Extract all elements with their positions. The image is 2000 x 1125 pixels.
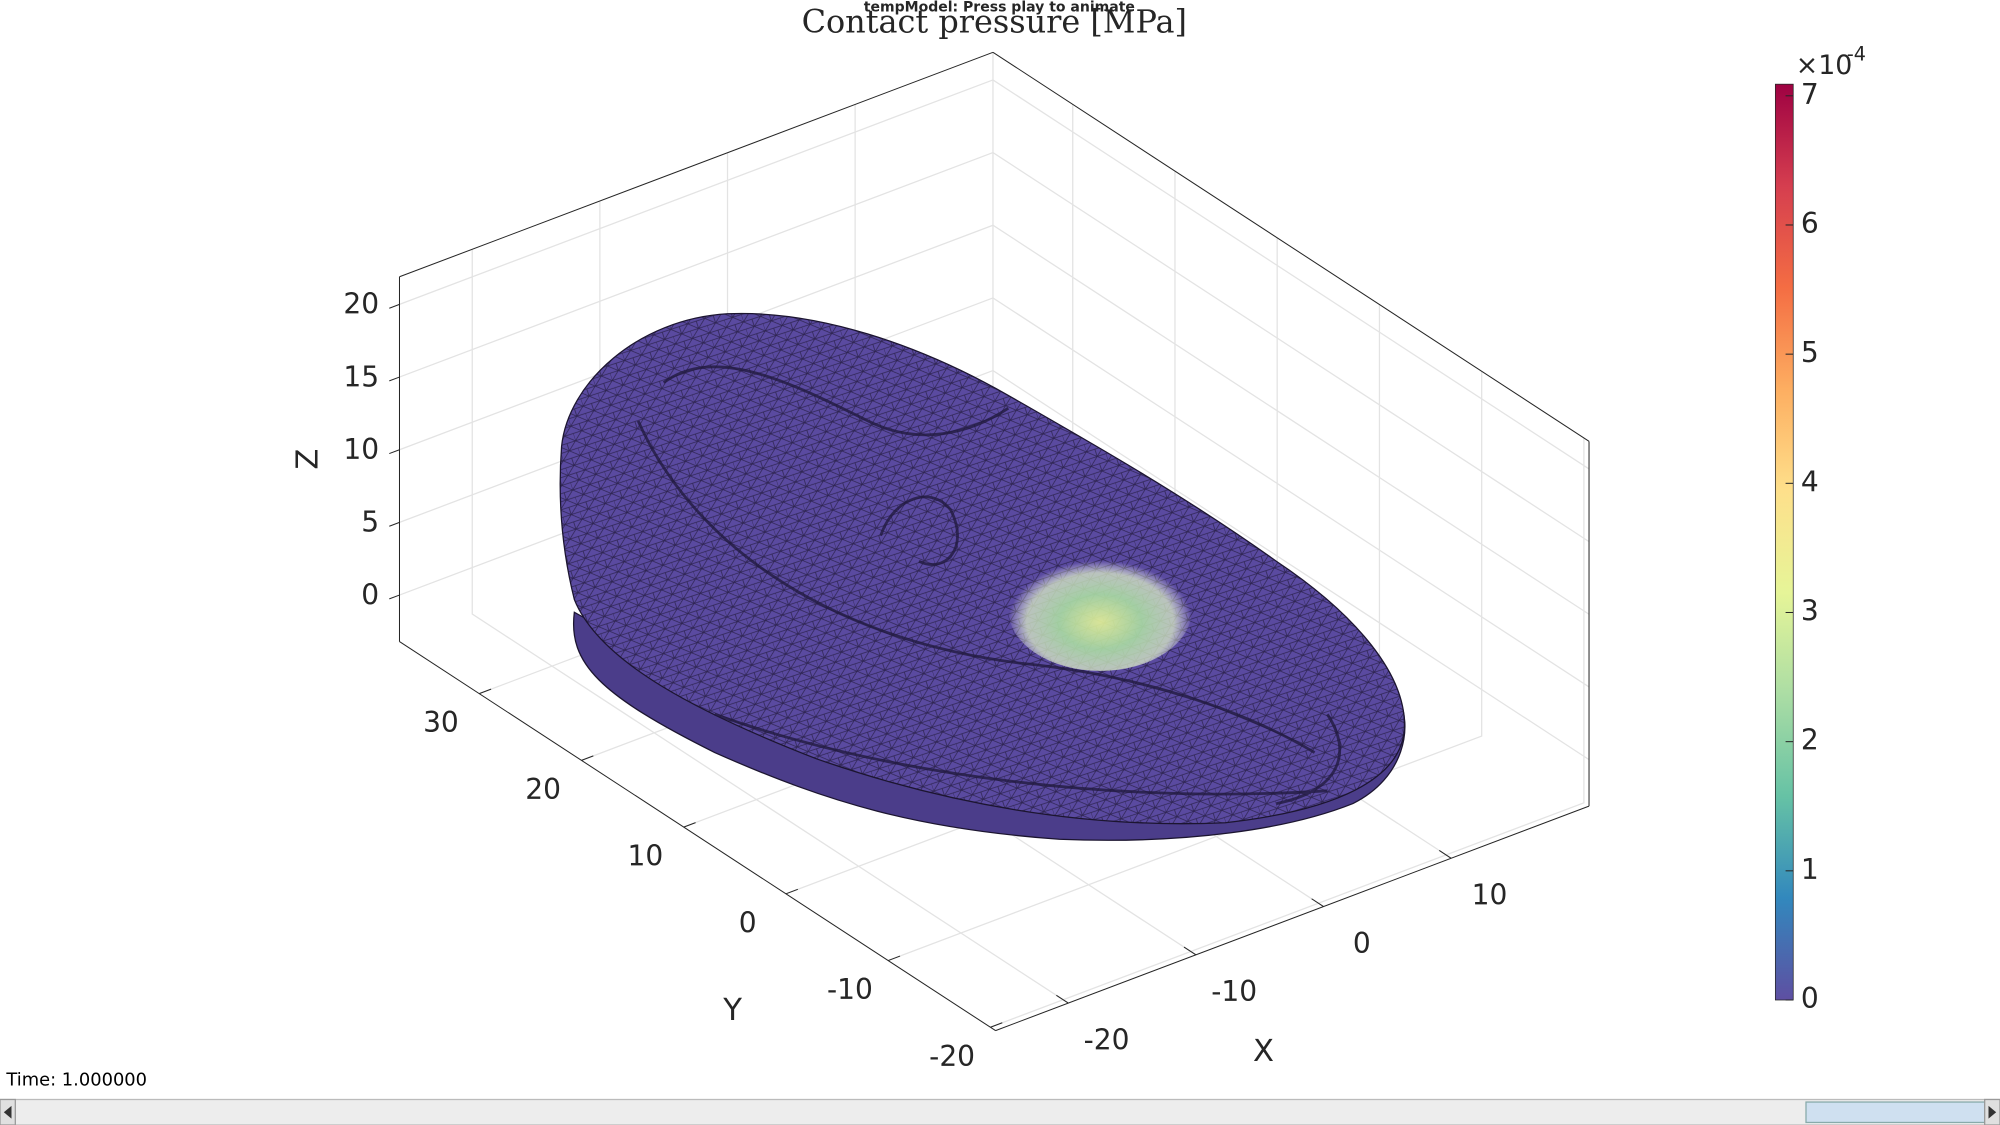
- scroll-track[interactable]: [0, 1098, 2000, 1125]
- x-tick-label: 0: [1353, 927, 1371, 960]
- x-axis-label: X: [1253, 1034, 1274, 1069]
- grid-line: [471, 249, 1069, 1004]
- arrow-right: [1988, 1105, 1997, 1119]
- grid-line: [990, 437, 1585, 1028]
- y-tick-label: 20: [525, 773, 561, 806]
- y-tick: [888, 955, 901, 962]
- z-tick: [389, 594, 400, 600]
- colorbar-exponent: -4: [1847, 42, 1866, 65]
- colorbar-tick-label: 3: [1801, 594, 1819, 627]
- x-tick: [1311, 898, 1324, 907]
- x-tick: [1056, 994, 1069, 1004]
- ear-surface: [559, 312, 1406, 841]
- z-axis-label: Z: [290, 449, 325, 470]
- y-tick: [581, 755, 594, 761]
- colorbar-tick-label: 0: [1801, 982, 1819, 1015]
- axis-box-edge: [399, 51, 994, 278]
- scroll-thumb[interactable]: [1805, 1101, 1986, 1124]
- y-tick: [683, 822, 696, 828]
- axis-box-edge: [995, 805, 1590, 1032]
- axes: -20 -10 0 10 -20 -10 0 10 20 30 0 5 10 15 20 X Y Z: [290, 51, 1590, 1073]
- axis-box-edge: [992, 51, 1590, 442]
- z-tick-label: 15: [343, 360, 379, 393]
- colorbar-tick-label: 6: [1801, 207, 1819, 240]
- colorbar: [1774, 83, 1794, 1001]
- z-tick: [389, 303, 400, 309]
- status-text: Time: 1.000000: [5, 1069, 147, 1090]
- z-tick-label: 0: [361, 578, 379, 611]
- colorbar-tick-label: 4: [1801, 465, 1819, 498]
- y-tick-label: -20: [929, 1040, 975, 1073]
- z-tick: [389, 449, 400, 455]
- x-tick: [1183, 946, 1197, 956]
- colorbar-tick-label: 1: [1801, 853, 1819, 886]
- y-tick: [990, 1022, 1003, 1028]
- colorbar-multiplier: ×10: [1796, 50, 1853, 81]
- colorbar-tick-label: 2: [1801, 724, 1819, 757]
- z-tick-label: 20: [343, 288, 379, 321]
- window-title: tempModel: Press play to animate: [864, 0, 1135, 16]
- z-tick: [389, 376, 400, 382]
- x-tick-label: -10: [1211, 975, 1257, 1008]
- x-tick-label: -20: [1084, 1023, 1130, 1056]
- axis-box-edge: [399, 641, 996, 1032]
- y-tick: [479, 688, 492, 695]
- colorbar-tick-label: 5: [1801, 336, 1819, 369]
- x-tick-label: 10: [1472, 879, 1508, 912]
- arrow-left: [3, 1105, 12, 1119]
- colorbar-tick-label: 7: [1801, 78, 1819, 111]
- x-tick: [1438, 850, 1452, 859]
- plot-title: Contact pressure [MPa]: [802, 3, 1187, 41]
- y-tick-label: -10: [827, 973, 873, 1006]
- y-tick-label: 10: [628, 840, 664, 873]
- colorbar-ticks: 0 1 2 3 4 5 6 7: [1785, 78, 1819, 1015]
- z-tick: [389, 521, 400, 527]
- z-tick-label: 10: [343, 433, 379, 466]
- scrollbar[interactable]: [0, 1098, 2000, 1125]
- y-tick-label: 30: [423, 706, 459, 739]
- grid-line: [887, 371, 1483, 962]
- z-tick-label: 5: [361, 506, 379, 539]
- y-tick-label: 0: [739, 906, 757, 939]
- y-axis-label: Y: [722, 993, 742, 1028]
- y-tick: [785, 888, 798, 895]
